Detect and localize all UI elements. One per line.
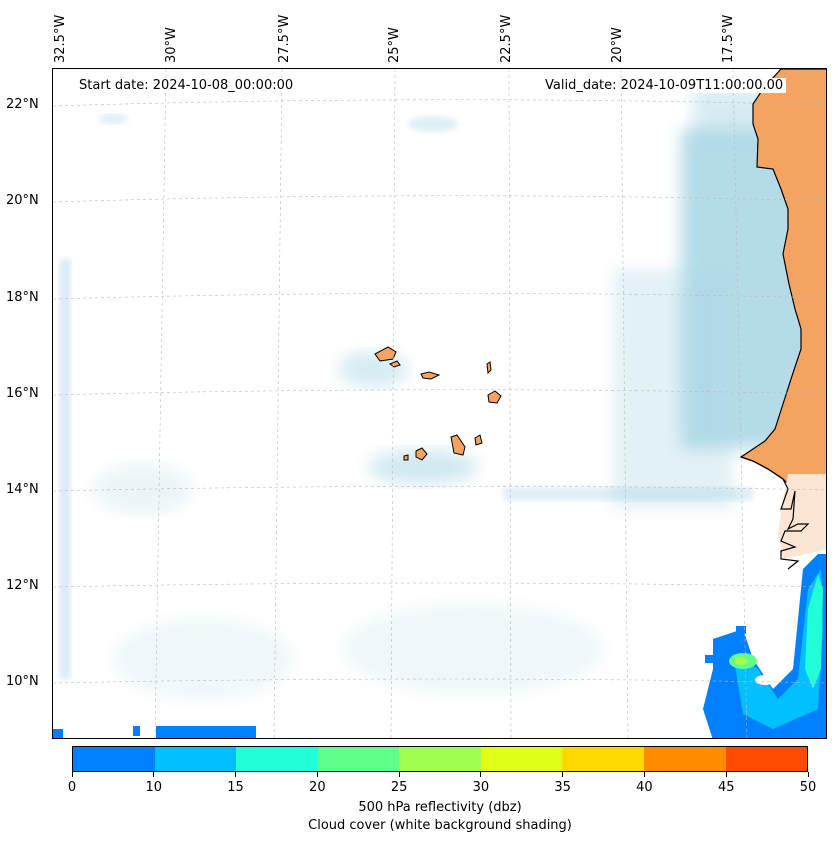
colorbar-segment-4 bbox=[399, 747, 481, 771]
map-panel bbox=[52, 68, 827, 739]
africa-landmass bbox=[739, 69, 826, 570]
lon-label-30w: 30°W bbox=[164, 27, 179, 63]
echo-southeast-15dbz bbox=[733, 569, 823, 729]
lon-label-25w: 25°W bbox=[387, 27, 402, 63]
valid-date-label: Valid_date: 2024-10-09T11:00:00.00 bbox=[542, 78, 787, 93]
colorbar-segment-1 bbox=[154, 747, 237, 771]
colorbar-tick-mark bbox=[316, 772, 318, 777]
colorbar-tick-label: 0 bbox=[67, 780, 77, 795]
echo-hole bbox=[755, 675, 775, 685]
echo-core-30dbz bbox=[734, 657, 748, 665]
echo-isolated bbox=[705, 655, 713, 663]
island-sao-nicolau bbox=[420, 371, 441, 380]
lat-label-16n: 16°N bbox=[6, 386, 39, 401]
start-date-label: Start date: 2024-10-08_00:00:00 bbox=[76, 78, 297, 93]
lon-label-27-5w: 27.5°W bbox=[277, 14, 292, 63]
echo-west-small bbox=[53, 729, 63, 738]
africa-coastline-south bbox=[740, 456, 810, 570]
cloud-band-left-edge bbox=[59, 259, 71, 679]
meridian-17-5w bbox=[732, 69, 748, 738]
colorbar-tick-mark bbox=[643, 772, 645, 777]
island-maio bbox=[474, 434, 483, 446]
colorbar-segment-6 bbox=[562, 747, 644, 771]
cloud-patch-north bbox=[408, 116, 458, 132]
colorbar-tick-label: 15 bbox=[227, 780, 244, 795]
meridian-25w bbox=[390, 69, 396, 738]
echo-southwest-strip bbox=[156, 726, 256, 738]
colorbar-tick-mark bbox=[562, 772, 564, 777]
colorbar-tick-label: 10 bbox=[145, 780, 163, 795]
colorbar-title: 500 hPa reflectivity (dbz) bbox=[358, 800, 522, 815]
colorbar-segment-5 bbox=[480, 747, 563, 771]
meridian-20w bbox=[620, 69, 629, 738]
lon-label-17-5w: 17.5°W bbox=[721, 14, 736, 63]
colorbar-tick-mark bbox=[235, 772, 237, 777]
cape-verde-islands bbox=[374, 346, 502, 461]
colorbar-tick-mark bbox=[153, 772, 155, 777]
colorbar-tick-mark bbox=[398, 772, 400, 777]
colorbar-tick-label: 35 bbox=[554, 780, 571, 795]
lat-label-14n: 14°N bbox=[6, 482, 39, 497]
island-santo-antao bbox=[374, 346, 397, 362]
cloud-patch-south bbox=[343, 604, 603, 694]
colorbar-tick-mark bbox=[480, 772, 482, 777]
cloud-cover-shading bbox=[59, 89, 821, 699]
echo-southeast-20dbz bbox=[805, 574, 823, 689]
cloud-near-islands-south bbox=[368, 449, 478, 485]
lat-label-22n: 22°N bbox=[6, 97, 39, 112]
lon-label-22-5w: 22.5°W bbox=[499, 14, 514, 63]
colorbar-tick-label: 45 bbox=[717, 780, 735, 795]
colorbar-segment-0 bbox=[73, 747, 155, 771]
colorbar-segment-7 bbox=[643, 747, 726, 771]
reflectivity-echoes bbox=[53, 554, 826, 738]
colorbar-segment-2 bbox=[236, 747, 318, 771]
colorbar-tick-label: 50 bbox=[799, 780, 817, 795]
cloud-streak-14n bbox=[503, 487, 753, 501]
lon-label-32-5w: 32.5°W bbox=[53, 14, 68, 63]
colorbar-tick-label: 25 bbox=[390, 780, 408, 795]
parallel-12n bbox=[53, 582, 826, 588]
meridian-27-5w bbox=[273, 69, 283, 738]
island-sao-vicente bbox=[389, 360, 401, 368]
cloud-patch-west bbox=[93, 464, 193, 514]
island-sal bbox=[486, 361, 492, 375]
colorbar-tick-mark bbox=[807, 772, 809, 777]
echo-isolated2 bbox=[736, 626, 746, 634]
colorbar-subtitle: Cloud cover (white background shading) bbox=[308, 818, 572, 833]
island-santiago bbox=[450, 434, 466, 456]
meridian-30w bbox=[154, 69, 167, 738]
meridian-22-5w bbox=[508, 69, 512, 738]
island-brava bbox=[403, 454, 409, 461]
colorbar-tick-label: 20 bbox=[309, 780, 326, 795]
island-boa-vista bbox=[487, 390, 502, 404]
africa-land-fading-south bbox=[778, 474, 826, 559]
cloud-near-islands-north bbox=[338, 351, 408, 387]
colorbar-tick-label: 30 bbox=[472, 780, 490, 795]
lat-label-12n: 12°N bbox=[6, 578, 39, 593]
colorbar-tick-label: 40 bbox=[636, 780, 653, 795]
echo-west-dot bbox=[133, 726, 140, 736]
graticule bbox=[53, 69, 826, 738]
lat-label-10n: 10°N bbox=[6, 674, 39, 689]
cloud-patch-southwest bbox=[113, 619, 293, 699]
map-canvas bbox=[53, 69, 826, 738]
lon-label-20w: 20°W bbox=[610, 27, 625, 63]
colorbar-tick-mark bbox=[71, 772, 73, 777]
colorbar-tick-mark bbox=[725, 772, 727, 777]
lat-label-20n: 20°N bbox=[6, 193, 39, 208]
colorbar-segment-3 bbox=[317, 747, 400, 771]
cloud-patch-north2 bbox=[98, 114, 128, 124]
cloud-band-mid bbox=[613, 269, 733, 509]
lat-label-18n: 18°N bbox=[6, 290, 39, 305]
reflectivity-colorbar bbox=[72, 746, 808, 772]
island-fogo bbox=[415, 447, 428, 461]
colorbar-segment-8 bbox=[725, 747, 808, 771]
